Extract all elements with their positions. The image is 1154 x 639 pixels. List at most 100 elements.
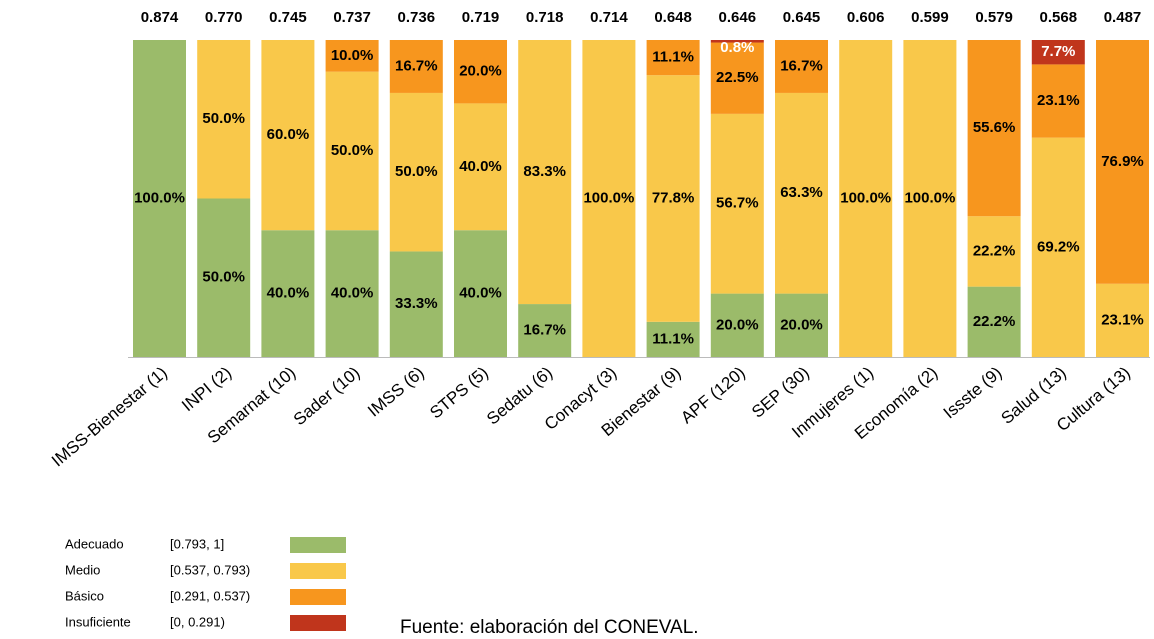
source-note: Fuente: elaboración del CONEVAL. <box>400 617 699 638</box>
legend-range: [0.291, 0.537) <box>170 588 250 603</box>
value-label: 20.0% <box>780 316 823 333</box>
value-label: 50.0% <box>202 269 245 286</box>
score-label: 0.487 <box>1104 9 1142 26</box>
x-tick-label: Sader (10) <box>290 363 364 429</box>
value-label: 10.0% <box>331 47 374 64</box>
bar-segment <box>646 75 700 322</box>
value-label: 100.0% <box>583 189 634 206</box>
value-label: 63.3% <box>780 184 823 201</box>
score-label: 0.770 <box>205 9 243 26</box>
score-label: 0.606 <box>847 9 885 26</box>
bar-segment <box>839 40 893 357</box>
bar-segment <box>967 286 1021 357</box>
score-label: 0.599 <box>911 9 949 26</box>
bar-segment <box>261 40 315 231</box>
value-label: 40.0% <box>459 285 502 302</box>
bar-segment <box>454 103 507 231</box>
value-label: 40.0% <box>459 158 502 175</box>
bar-segment <box>967 40 1021 217</box>
value-label: 11.1% <box>652 330 694 347</box>
bar-segment <box>1031 40 1085 65</box>
value-label: 23.1% <box>1101 311 1144 328</box>
value-label: 11.1% <box>652 49 694 66</box>
value-label: 22.2% <box>973 313 1016 330</box>
value-label: 33.3% <box>395 295 438 312</box>
bar-segment <box>710 113 764 294</box>
bar-segment <box>1031 137 1085 357</box>
score-label: 0.568 <box>1040 9 1078 26</box>
bar-segment <box>325 230 379 357</box>
legend-swatch <box>290 615 346 631</box>
bar-segment <box>646 40 700 76</box>
bar-segment <box>133 40 186 357</box>
value-label: 50.0% <box>395 163 438 180</box>
bar-segment <box>325 40 379 72</box>
score-label: 0.646 <box>719 9 757 26</box>
bar-segment <box>967 216 1021 287</box>
value-label: 22.5% <box>716 69 759 86</box>
legend-label: Medio <box>65 562 100 577</box>
score-label: 0.714 <box>590 9 628 26</box>
x-tick-label: Issste (9) <box>940 363 1006 422</box>
value-label: 40.0% <box>267 285 310 302</box>
score-label: 0.645 <box>783 9 821 26</box>
value-label: 23.1% <box>1037 92 1080 109</box>
bar-segment <box>389 40 443 93</box>
score-label: 0.579 <box>975 9 1013 26</box>
bar-segment <box>710 293 764 357</box>
value-label: 0.8% <box>720 39 754 56</box>
bar-segment <box>1096 40 1149 284</box>
legend-label: Adecuado <box>65 536 124 551</box>
bar-segment <box>1096 283 1149 357</box>
value-label: 76.9% <box>1101 153 1144 170</box>
bar-segment <box>775 92 828 294</box>
x-tick-label: IMSS-Bienestar (1) <box>48 363 171 470</box>
value-label: 56.7% <box>716 195 759 212</box>
value-label: 69.2% <box>1037 238 1080 255</box>
bar-segment <box>389 251 443 357</box>
bar-segment <box>261 230 315 357</box>
legend-swatch <box>290 537 346 553</box>
value-label: 20.0% <box>459 63 502 80</box>
value-label: 20.0% <box>716 316 759 333</box>
score-label: 0.737 <box>333 9 371 26</box>
score-label: 0.718 <box>526 9 564 26</box>
value-label: 22.2% <box>973 242 1016 259</box>
legend-range: [0, 0.291) <box>170 614 225 629</box>
bar-segment <box>903 40 957 357</box>
score-label: 0.736 <box>398 9 436 26</box>
score-label: 0.874 <box>141 9 179 26</box>
legend-range: [0.793, 1] <box>170 536 224 551</box>
value-label: 7.7% <box>1041 43 1075 60</box>
bar-segment <box>518 40 572 305</box>
score-label: 0.648 <box>654 9 692 26</box>
x-tick-label: SEP (30) <box>748 363 813 422</box>
legend-range: [0.537, 0.793) <box>170 562 250 577</box>
value-label: 77.8% <box>652 189 695 206</box>
bar-segment <box>1031 64 1085 138</box>
legend-swatch <box>290 589 346 605</box>
value-label: 100.0% <box>134 189 185 206</box>
value-label: 16.7% <box>523 321 566 338</box>
value-label: 83.3% <box>523 163 566 180</box>
score-label: 0.745 <box>269 9 307 26</box>
value-label: 40.0% <box>331 285 374 302</box>
value-label: 100.0% <box>904 189 955 206</box>
bar-segment <box>389 92 443 252</box>
value-label: 100.0% <box>840 189 891 206</box>
value-label: 55.6% <box>973 119 1016 136</box>
bar-segment <box>646 321 700 357</box>
value-label: 16.7% <box>395 57 438 74</box>
bar-segment <box>775 293 828 357</box>
bar-segment <box>710 42 764 114</box>
x-tick-label: APF (120) <box>677 363 749 427</box>
bar-segment <box>454 230 507 357</box>
bar-segment <box>518 304 572 357</box>
bar-segment <box>197 198 251 357</box>
bar-segment <box>197 40 251 199</box>
value-label: 50.0% <box>331 142 374 159</box>
x-tick-label: INPI (2) <box>178 363 235 415</box>
bar-segment <box>325 71 379 231</box>
legend-label: Básico <box>65 588 104 603</box>
